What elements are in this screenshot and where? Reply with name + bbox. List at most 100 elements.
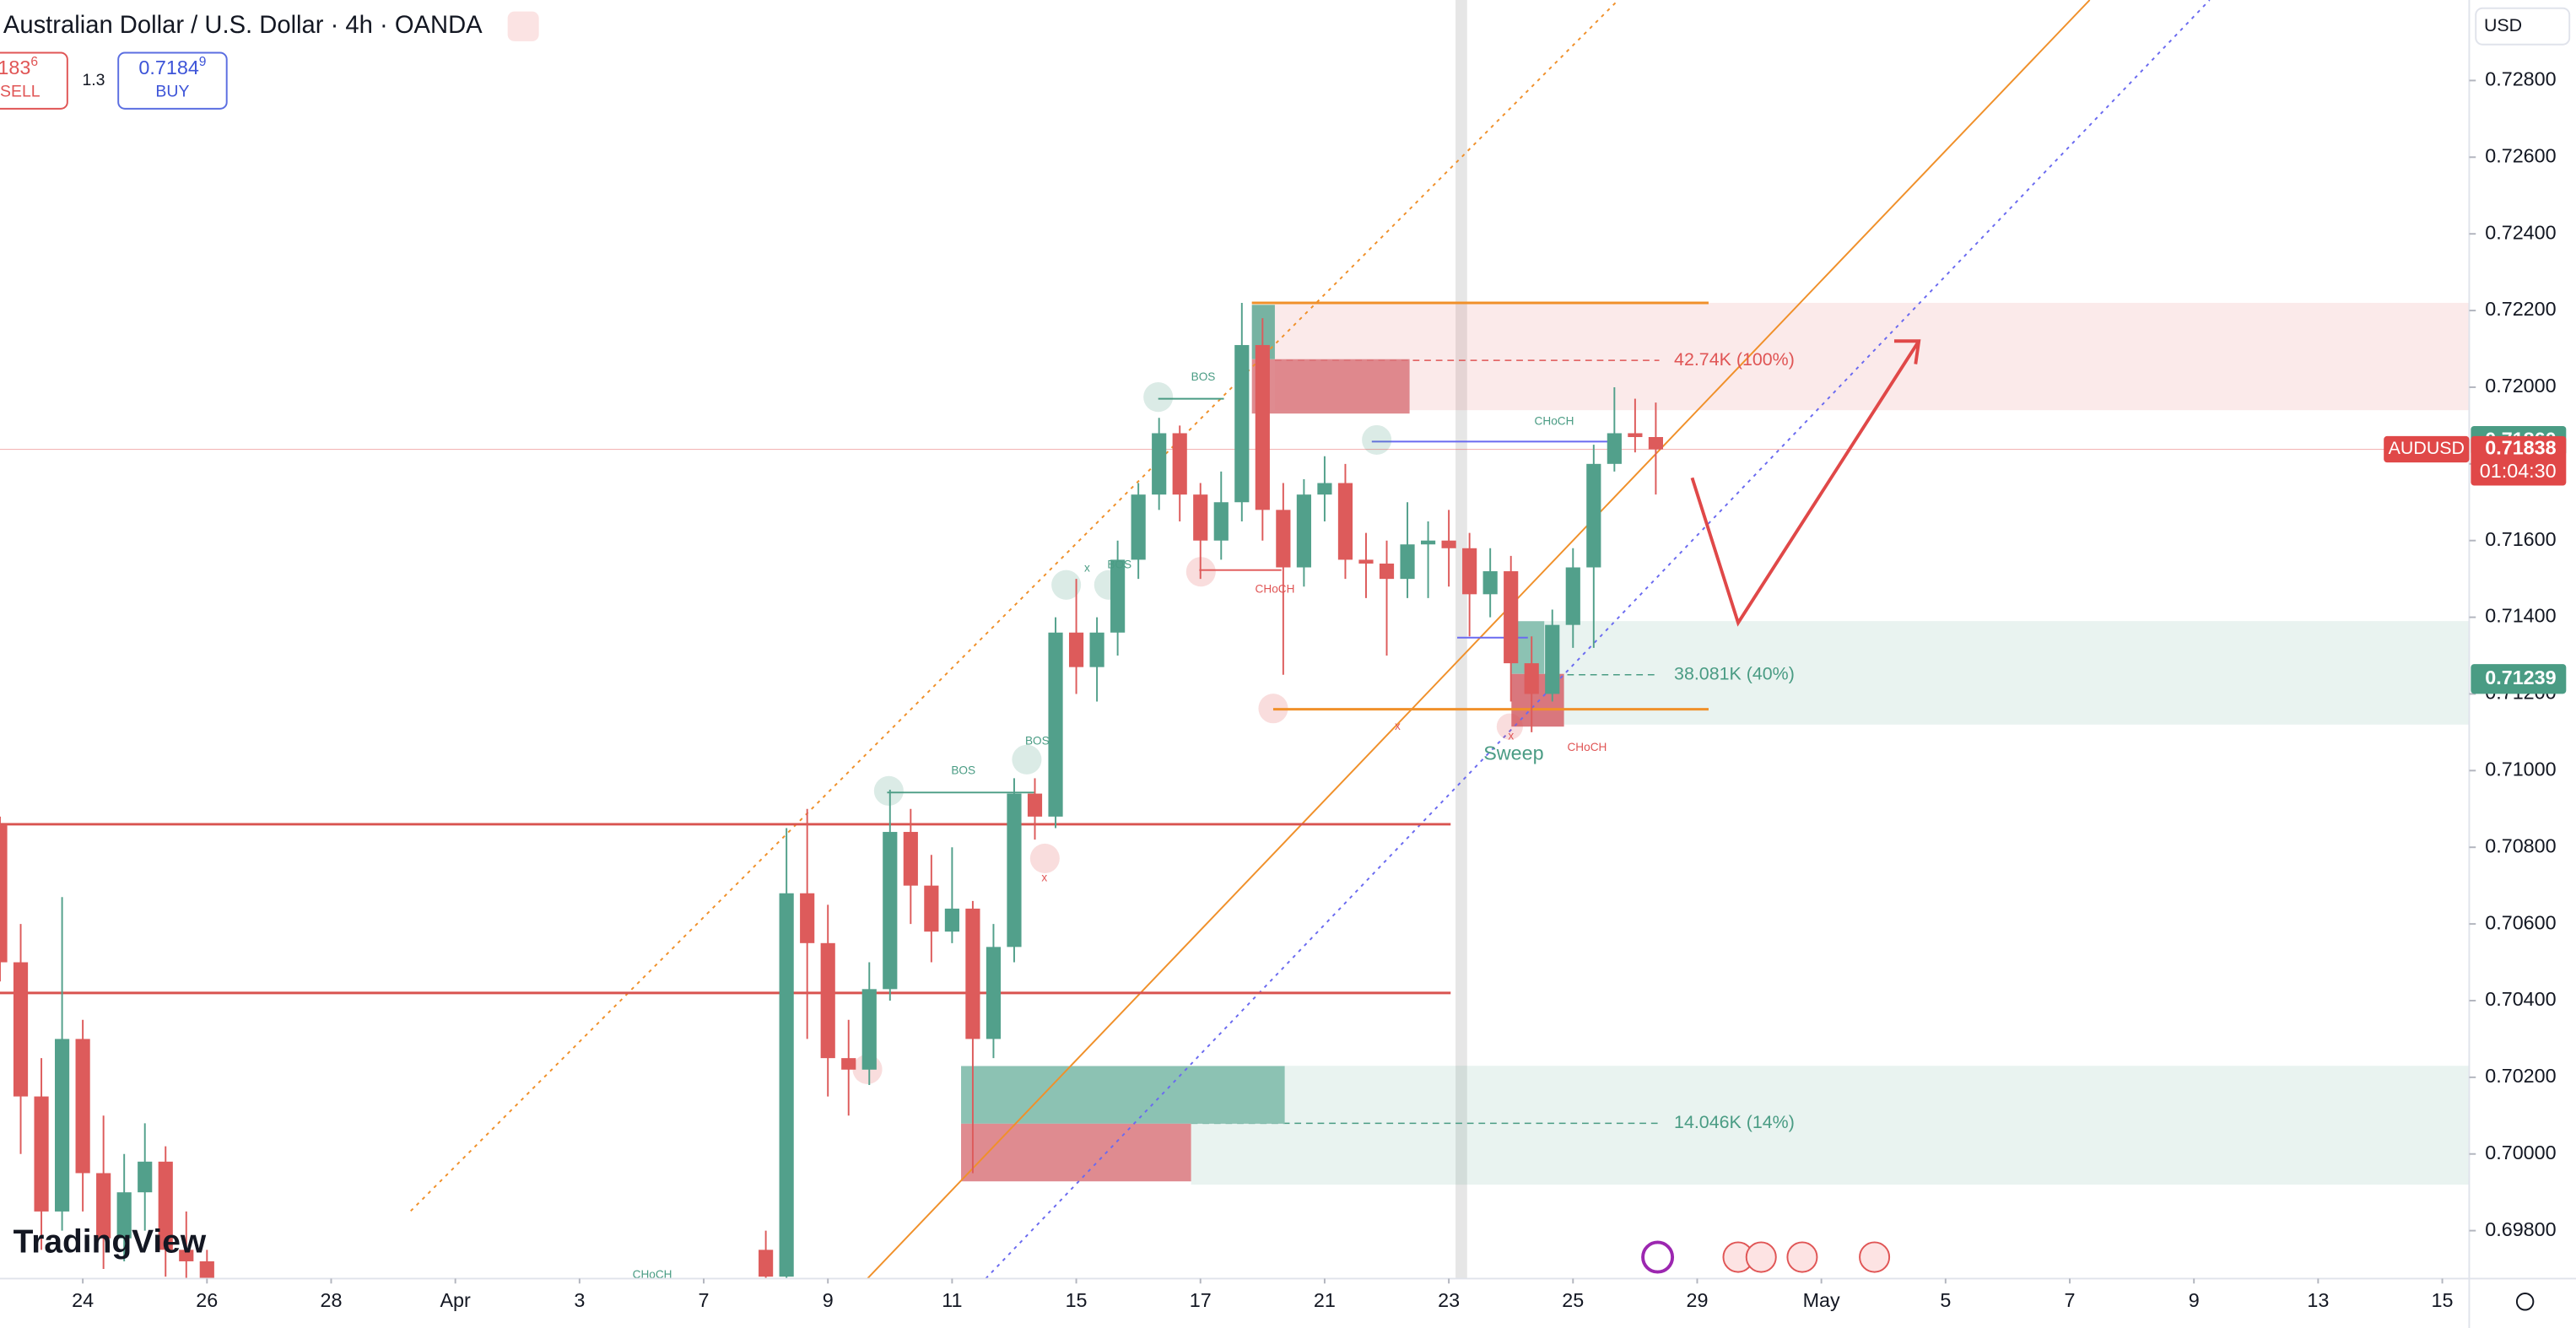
candle-body bbox=[1504, 571, 1519, 664]
symbol-label: AUDUSD bbox=[2389, 438, 2465, 458]
y-tick-label: 0.71400 bbox=[2485, 605, 2556, 627]
candle-body bbox=[55, 1039, 70, 1212]
x-tick-label: 23 bbox=[1438, 1289, 1460, 1311]
x-tick-label: 25 bbox=[1562, 1289, 1584, 1311]
y-tick-label: 0.70600 bbox=[2485, 911, 2556, 933]
swing-marker bbox=[1362, 424, 1392, 455]
candle-body bbox=[903, 832, 918, 886]
candle-body bbox=[883, 832, 898, 990]
x-tick-label: 28 bbox=[320, 1289, 342, 1311]
candle-body bbox=[1607, 433, 1622, 464]
channel-line bbox=[867, 0, 2091, 1279]
candle-body bbox=[75, 1039, 90, 1174]
annotation: CHoCH bbox=[1256, 583, 1295, 596]
candle-body bbox=[1420, 540, 1436, 545]
candle-body bbox=[1586, 463, 1601, 568]
buy-label[interactable]: BUY bbox=[155, 82, 189, 100]
candle-body bbox=[944, 908, 959, 932]
event-icon[interactable] bbox=[1745, 1241, 1777, 1273]
x-tick-label: 15 bbox=[1066, 1289, 1088, 1311]
annotation: CHoCH bbox=[1535, 415, 1574, 428]
y-tick-label: 0.71000 bbox=[2485, 758, 2556, 780]
block bbox=[1251, 359, 1410, 414]
annotation: x bbox=[1395, 720, 1401, 732]
candle-body bbox=[924, 885, 939, 932]
x-tick-label: 29 bbox=[1686, 1289, 1708, 1311]
annotation: Sweep bbox=[1483, 742, 1543, 764]
y-tick-label: 0.69800 bbox=[2485, 1218, 2556, 1240]
event-icon[interactable] bbox=[1786, 1241, 1818, 1273]
channel-line bbox=[410, 0, 1619, 1212]
candle-body bbox=[1565, 567, 1580, 625]
candle-body bbox=[116, 1192, 132, 1239]
candle-body bbox=[1462, 548, 1477, 595]
candle-body bbox=[841, 1058, 856, 1070]
sell-button[interactable] bbox=[0, 51, 68, 110]
annotation: BOS bbox=[1025, 734, 1050, 747]
countdown: 01:04:30 bbox=[2480, 460, 2557, 482]
x-tick-label: 3 bbox=[574, 1289, 585, 1311]
annotation: BOS bbox=[1107, 558, 1131, 570]
sell-label[interactable]: SELL bbox=[0, 82, 41, 100]
candle-body bbox=[1255, 344, 1270, 510]
zone-label: 14.046K (14%) bbox=[1674, 1112, 1795, 1132]
y-tick-label: 0.70400 bbox=[2485, 988, 2556, 1010]
sell-price[interactable]: 0.71836 bbox=[0, 55, 38, 78]
event-icon[interactable] bbox=[1859, 1241, 1891, 1273]
zone bbox=[1544, 621, 2470, 725]
crosshair-band bbox=[1455, 0, 1467, 1279]
candle-body bbox=[1648, 437, 1663, 450]
candle-body bbox=[158, 1161, 173, 1250]
indicator-icon bbox=[507, 11, 539, 41]
candle-body bbox=[986, 947, 1002, 1039]
y-tick-label: 0.72800 bbox=[2485, 68, 2556, 90]
swing-marker bbox=[873, 775, 904, 806]
x-tick-label: 9 bbox=[823, 1289, 834, 1311]
x-tick-label: 17 bbox=[1190, 1289, 1212, 1311]
annotation: x bbox=[1041, 871, 1047, 883]
candle-body bbox=[1524, 663, 1539, 694]
candle-body bbox=[1110, 559, 1126, 633]
x-tick-label: 15 bbox=[2432, 1289, 2454, 1311]
candle-body bbox=[1089, 632, 1104, 667]
candle-body bbox=[779, 893, 794, 1277]
buy-price[interactable]: 0.71849 bbox=[138, 55, 206, 78]
x-tick-label: Apr bbox=[440, 1289, 471, 1311]
annotation: x bbox=[1084, 561, 1090, 574]
arrow-head bbox=[1893, 339, 1921, 364]
x-tick-label: 11 bbox=[942, 1289, 962, 1311]
last-price-box bbox=[2471, 435, 2567, 486]
swing-marker bbox=[1496, 713, 1523, 740]
candle-body bbox=[1027, 793, 1043, 817]
candle-body bbox=[800, 893, 815, 943]
event-icon[interactable] bbox=[1641, 1240, 1675, 1274]
zones bbox=[1191, 302, 2470, 1185]
candle-body bbox=[1337, 483, 1353, 560]
candle-body bbox=[1400, 544, 1415, 580]
candle-body bbox=[1441, 540, 1456, 548]
x-tick-label: 5 bbox=[1940, 1289, 1951, 1311]
candle-body bbox=[1068, 632, 1084, 667]
candle-body bbox=[1296, 494, 1311, 568]
swing-marker bbox=[1051, 570, 1082, 600]
currency-select[interactable] bbox=[2475, 7, 2571, 46]
candle-body bbox=[0, 823, 8, 963]
block bbox=[961, 1123, 1191, 1182]
last-price-label: 0.71838 bbox=[2485, 437, 2556, 459]
logo[interactable]: TradingView bbox=[14, 1224, 207, 1261]
zone-label: 42.74K (100%) bbox=[1674, 349, 1795, 370]
block bbox=[961, 1066, 1285, 1124]
candle-body bbox=[1007, 793, 1022, 947]
candle-body bbox=[820, 942, 835, 1059]
candle-body bbox=[1172, 433, 1187, 495]
zone-label: 38.081K (40%) bbox=[1674, 663, 1795, 683]
zone bbox=[1274, 302, 2470, 411]
settings-icon[interactable] bbox=[2515, 1293, 2535, 1311]
x-tick-label: 26 bbox=[196, 1289, 218, 1311]
buy-button[interactable] bbox=[117, 51, 228, 110]
channel-line bbox=[985, 0, 2211, 1279]
currency[interactable]: USD bbox=[2484, 15, 2522, 35]
y-tick-label: 0.70800 bbox=[2485, 834, 2556, 856]
